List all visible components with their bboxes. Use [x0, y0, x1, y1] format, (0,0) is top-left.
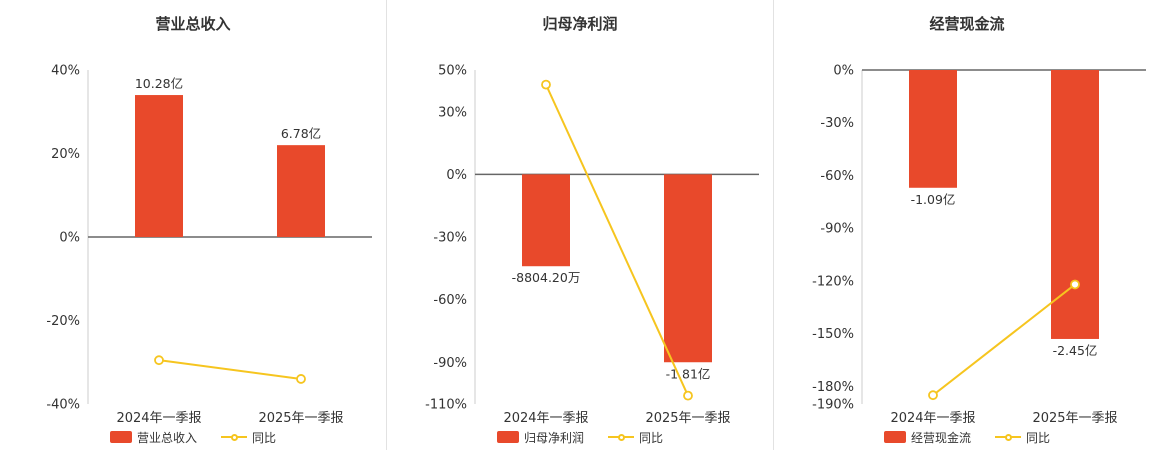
x-axis-label: 2025年一季报: [258, 411, 343, 424]
legend-label-bar: 归母净利润: [523, 430, 584, 445]
line-marker-icon: [608, 433, 634, 441]
bar: [909, 70, 957, 188]
line-marker-dot-icon: [230, 433, 238, 441]
chart-title-net-profit: 归母净利润: [542, 14, 618, 33]
y-tick-label: -20%: [46, 314, 80, 329]
x-axis-label: 2024年一季报: [503, 411, 588, 424]
bar-value-label: 6.78亿: [281, 126, 321, 141]
bar-value-label: 10.28亿: [135, 76, 183, 91]
legend-item-line: 同比: [608, 429, 663, 446]
y-tick-label: 0%: [833, 64, 854, 79]
x-axis-label: 2025年一季报: [1032, 411, 1117, 424]
y-tick-label: -120%: [812, 274, 854, 289]
legend-item-line: 同比: [995, 429, 1050, 446]
bar-value-label: -1.09亿: [911, 192, 956, 207]
chart-title-cash-flow: 经营现金流: [929, 14, 1005, 33]
x-axis-label: 2024年一季报: [890, 411, 975, 424]
trend-point: [541, 79, 551, 90]
x-axis-label: 2024年一季报: [116, 411, 201, 424]
bar-value-label: -1.81亿: [666, 366, 711, 381]
bar: [277, 145, 325, 237]
y-tick-label: -90%: [433, 356, 467, 371]
line-marker-icon: [221, 433, 247, 441]
bar-swatch-icon: [883, 431, 906, 443]
legend-label-line: 同比: [252, 430, 277, 445]
panel-cash-flow: 经营现金流 0% -30% -60% -90% -120% -150% -180% -190%…: [773, 0, 1160, 450]
y-tick-label: -180%: [812, 380, 854, 395]
bar-value-label: -8804.20万: [512, 270, 581, 285]
y-tick-label: -190%: [812, 398, 854, 413]
y-tick-label: 20%: [51, 147, 80, 162]
bar-swatch-icon: [109, 431, 132, 443]
y-tick-label: -30%: [820, 116, 854, 131]
line-marker-dot-icon: [617, 433, 625, 441]
legend-net-profit: 归母净利润 同比: [387, 424, 773, 450]
legend-item-bar: 经营现金流: [883, 429, 971, 446]
panel-revenue: 营业总收入 40% 20% 0% -20% -40% 10.28亿 2024年一季报 6.78…: [0, 0, 386, 450]
y-tick-label: -60%: [820, 169, 854, 184]
chart-canvas-revenue: 40% 20% 0% -20% -40% 10.28亿 2024年一季报 6.78亿 2025年…: [46, 64, 372, 424]
chart-canvas-cash-flow: 0% -30% -60% -90% -120% -150% -180% -190% -1.09亿…: [812, 64, 1146, 424]
y-tick-label: -110%: [425, 398, 467, 413]
legend-item-line: 同比: [221, 429, 276, 446]
y-tick-label: 30%: [438, 105, 467, 120]
bar: [1051, 70, 1099, 339]
bar: [522, 174, 570, 267]
legend-label-line: 同比: [639, 430, 664, 445]
y-tick-label: 50%: [438, 64, 467, 79]
legend-cash-flow: 经营现金流 同比: [774, 424, 1160, 450]
panel-net-profit: 归母净利润 50% 30% 0% -30% -60% -90% -110% -8804.20万…: [386, 0, 773, 450]
trend-point: [1070, 279, 1080, 290]
trend-point: [928, 390, 938, 401]
bar-value-label: -2.45亿: [1053, 343, 1098, 358]
bar: [135, 95, 183, 237]
chart-title-revenue: 营业总收入: [155, 14, 231, 33]
legend-label-bar: 经营现金流: [910, 430, 971, 445]
legend-label-line: 同比: [1026, 430, 1051, 445]
y-tick-label: -40%: [46, 398, 80, 413]
y-tick-label: 0%: [59, 231, 80, 246]
trend-line: [932, 283, 1076, 396]
chart-canvas-net-profit: 50% 30% 0% -30% -60% -90% -110% -8804.20万 2024年一…: [425, 64, 759, 424]
trend-point: [683, 390, 693, 401]
y-tick-label: -60%: [433, 293, 467, 308]
y-tick-label: 0%: [446, 168, 467, 183]
y-tick-label: -90%: [820, 222, 854, 237]
legend-item-bar: 归母净利润: [496, 429, 584, 446]
legend-item-bar: 营业总收入: [109, 429, 197, 446]
bar-swatch-icon: [496, 431, 519, 443]
y-tick-label: 40%: [51, 64, 80, 79]
trend-point: [154, 355, 164, 366]
legend-revenue: 营业总收入 同比: [0, 424, 386, 450]
bar: [664, 174, 712, 363]
x-axis-label: 2025年一季报: [645, 411, 730, 424]
line-marker-icon: [995, 433, 1021, 441]
trend-line: [158, 359, 302, 380]
y-tick-label: -30%: [433, 231, 467, 246]
legend-label-bar: 营业总收入: [136, 430, 197, 445]
y-tick-label: -150%: [812, 327, 854, 342]
trend-line: [545, 84, 689, 397]
trend-point: [296, 374, 306, 384]
line-marker-dot-icon: [1004, 433, 1012, 441]
